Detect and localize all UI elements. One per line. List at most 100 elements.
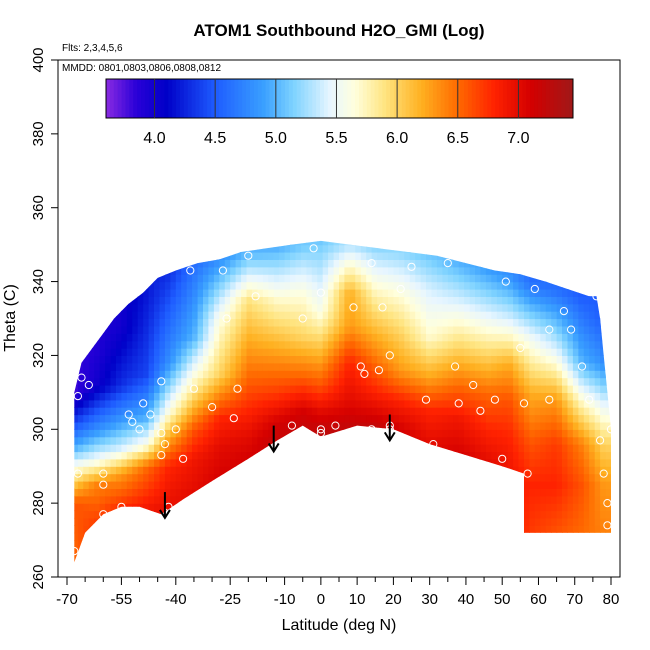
sample-point <box>559 307 569 316</box>
heatmap-cell <box>382 517 389 526</box>
heatmap-cell <box>88 458 95 467</box>
heatmap-cell <box>159 370 166 379</box>
heatmap-cell <box>83 333 90 342</box>
heatmap-cell <box>436 436 443 445</box>
heatmap-cell <box>170 289 177 297</box>
heatmap-cell <box>355 252 362 260</box>
heatmap-cell <box>74 377 79 386</box>
heatmap-cell <box>567 503 574 512</box>
heatmap-cell <box>74 473 79 482</box>
heatmap-cell <box>431 340 438 349</box>
heatmap-cell <box>273 510 280 519</box>
heatmap-cell <box>339 399 345 408</box>
colorbar-segment <box>164 79 169 118</box>
heatmap-cell <box>116 296 122 305</box>
heatmap-cell <box>154 289 160 297</box>
heatmap-cell <box>404 562 410 570</box>
heatmap-cell <box>594 429 601 438</box>
heatmap-cell <box>83 348 90 356</box>
heatmap-cell <box>404 296 411 305</box>
heatmap-cell <box>317 385 324 393</box>
heatmap-cell <box>279 348 286 356</box>
heatmap-cell <box>600 259 607 268</box>
heatmap-cell <box>213 503 220 512</box>
heatmap-cell <box>355 385 362 393</box>
heatmap-cell <box>67 245 73 253</box>
heatmap-cell <box>519 562 525 570</box>
heatmap-cell <box>605 540 612 549</box>
heatmap-cell <box>404 303 411 312</box>
heatmap-cell <box>296 562 302 570</box>
heatmap-cell <box>246 281 253 290</box>
heatmap-cell <box>67 481 73 489</box>
heatmap-cell <box>562 296 568 305</box>
heatmap-cell <box>496 370 503 379</box>
heatmap-cell <box>464 407 471 416</box>
heatmap-cell <box>404 385 411 393</box>
colorbar-segment <box>460 79 465 118</box>
heatmap-cell <box>436 311 443 320</box>
heatmap-cell <box>148 399 155 408</box>
heatmap-cell <box>110 244 117 253</box>
heatmap-cell <box>404 444 411 453</box>
heatmap-cell <box>230 547 237 556</box>
heatmap-cell <box>322 436 329 445</box>
heatmap-cell <box>567 392 574 401</box>
heatmap-cell <box>77 421 84 430</box>
heatmap-cell <box>328 466 335 475</box>
heatmap-cell <box>583 274 590 283</box>
heatmap-cell <box>274 562 280 570</box>
heatmap-cell <box>192 458 199 467</box>
heatmap-cell <box>420 252 427 260</box>
heatmap-cell <box>486 230 492 238</box>
heatmap-cell <box>502 554 509 563</box>
heatmap-cell <box>88 429 95 438</box>
heatmap-cell <box>219 281 226 290</box>
heatmap-cell <box>235 488 242 497</box>
heatmap-cell <box>578 259 585 268</box>
heatmap-cell <box>67 296 73 304</box>
heatmap-cell <box>600 525 607 534</box>
heatmap-cell <box>241 296 248 305</box>
heatmap-cell <box>88 547 95 556</box>
heatmap-cell <box>447 510 454 519</box>
heatmap-cell <box>360 540 367 549</box>
sample-point <box>429 440 438 449</box>
heatmap-cell <box>567 325 574 334</box>
heatmap-cell <box>99 340 106 349</box>
heatmap-cell <box>88 318 95 327</box>
heatmap-cell <box>154 517 160 526</box>
heatmap-cell <box>159 399 166 408</box>
heatmap-cell <box>110 296 117 305</box>
heatmap-cell <box>219 451 226 460</box>
heatmap-cell <box>594 348 601 356</box>
heatmap-cell <box>279 274 286 283</box>
heatmap-cell <box>371 540 378 549</box>
heatmap-cell <box>480 355 487 364</box>
heatmap-cell <box>88 436 95 445</box>
heatmap-cell <box>257 451 264 460</box>
colorbar-segment <box>417 79 422 118</box>
heatmap-cell <box>426 414 432 423</box>
heatmap-cell <box>475 444 481 453</box>
heatmap-cell <box>469 503 476 512</box>
heatmap-cell <box>572 348 579 356</box>
heatmap-cell <box>273 407 280 416</box>
heatmap-cell <box>230 444 237 453</box>
heatmap-cell <box>360 481 367 489</box>
heatmap-cell <box>344 370 351 379</box>
heatmap-cell <box>273 532 280 541</box>
heatmap-cell <box>279 481 286 489</box>
heatmap-cell <box>583 362 590 371</box>
heatmap-cell <box>404 547 411 556</box>
heatmap-cell <box>230 289 237 297</box>
heatmap-cell <box>578 414 585 423</box>
heatmap-cell <box>110 348 117 356</box>
colorbar-segment <box>292 79 298 118</box>
heatmap-cell <box>279 377 286 386</box>
heatmap-cell <box>224 510 231 519</box>
heatmap-cell <box>257 325 264 334</box>
heatmap-cell <box>137 444 144 453</box>
heatmap-cell <box>344 421 351 430</box>
heatmap-cell <box>333 348 340 356</box>
